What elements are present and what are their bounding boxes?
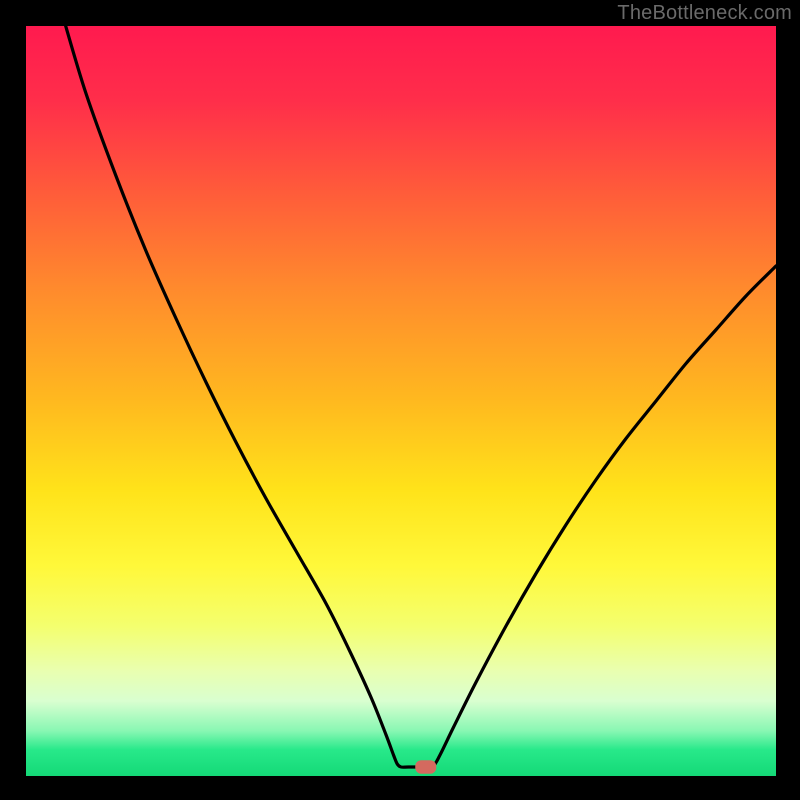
bottleneck-chart [0,0,800,800]
watermark-text: TheBottleneck.com [617,2,792,25]
optimal-point-marker [415,760,436,774]
chart-background [26,26,776,776]
